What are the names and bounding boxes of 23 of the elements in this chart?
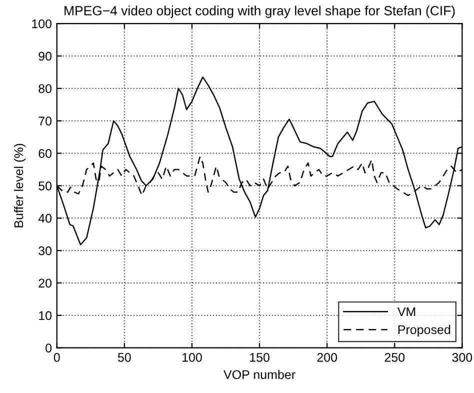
y-tick-label: 50: [38, 181, 52, 190]
legend-label: VM: [397, 307, 416, 316]
x-tick-label: 200: [317, 352, 337, 362]
y-tick-label: 90: [38, 52, 52, 61]
x-tick-label: 300: [452, 352, 472, 362]
x-tick-label: 250: [384, 352, 405, 362]
y-tick-label: 60: [38, 149, 52, 158]
x-tick-label: 150: [250, 352, 270, 362]
x-tick-label: 100: [182, 352, 202, 362]
x-tick-label: 0: [54, 352, 60, 362]
x-tick-label: 50: [118, 352, 131, 362]
x-axis-title: VOP number: [224, 370, 296, 380]
y-tick-label: 80: [38, 84, 52, 94]
y-tick-label: 70: [38, 116, 52, 126]
y-axis-title: Buffer level (%): [14, 144, 26, 228]
y-tick-label: 40: [38, 214, 52, 223]
y-tick-label: 20: [38, 278, 52, 288]
y-tick-label: 10: [39, 311, 52, 320]
chart-title: MPEG−4 video object coding with gray level shape for Stefan (CIF): [64, 6, 455, 18]
legend-label: Proposed: [398, 324, 450, 337]
y-tick-label: 0: [46, 344, 52, 352]
y-tick-label: 100: [32, 19, 52, 28]
y-tick-label: 30: [38, 246, 52, 256]
